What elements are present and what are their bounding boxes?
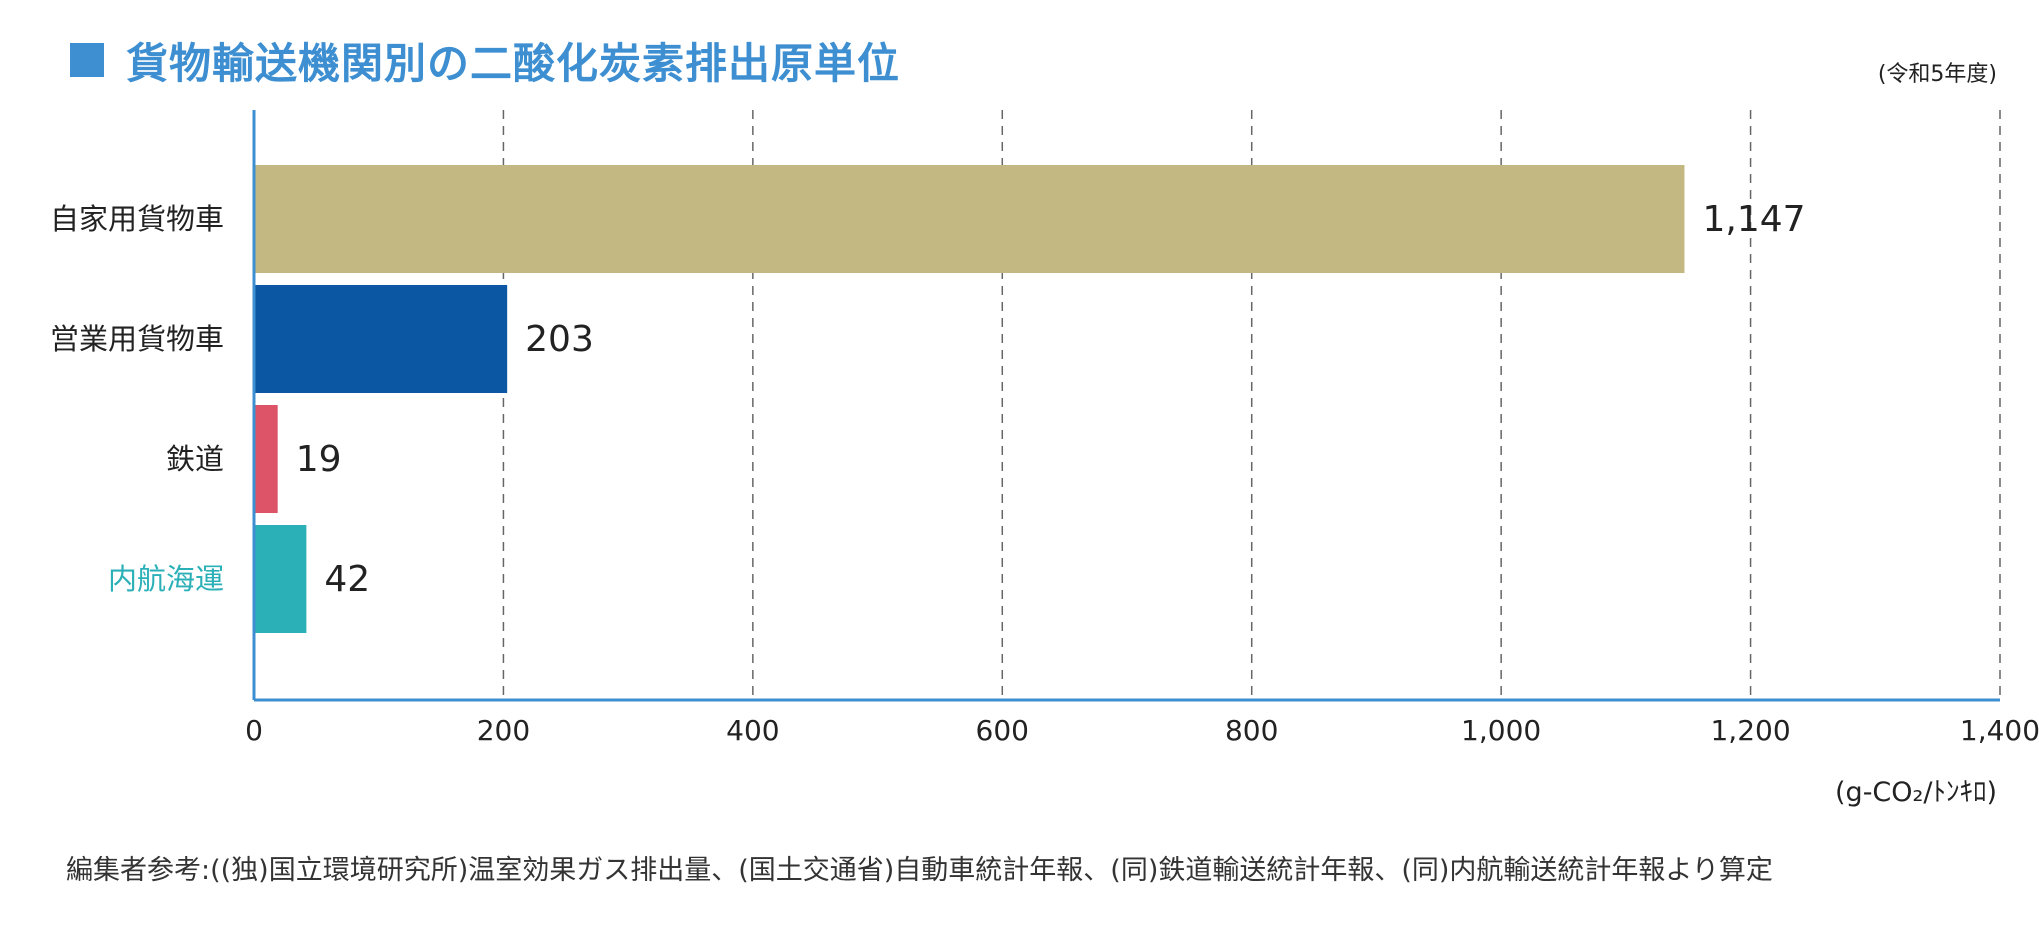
category-label: 営業用貨物車 — [50, 322, 224, 356]
source-note: 編集者参考:((独)国立環境研究所)温室効果ガス排出量、(国土交通省)自動車統計… — [66, 855, 1773, 886]
value-label: 42 — [324, 559, 370, 600]
bar-layer — [254, 165, 1685, 633]
x-tick-label: 600 — [976, 714, 1029, 747]
value-label: 19 — [296, 439, 342, 480]
value-label: 1,147 — [1702, 199, 1805, 240]
bar — [254, 405, 278, 513]
x-tick-label: 800 — [1225, 714, 1278, 747]
bar — [254, 525, 307, 633]
x-tick-label: 1,200 — [1710, 714, 1790, 747]
chart-subtitle: (令和5年度) — [1877, 62, 1997, 87]
axis-layer — [252, 110, 2000, 702]
x-tick-label: 1,000 — [1461, 714, 1541, 747]
bar — [254, 165, 1685, 273]
label-layer: 0 200 400 600 800 1,000 1,200 1,400 1,147 自家用貨物車 2… — [50, 199, 2039, 747]
x-axis-unit-label: (g-CO₂/ﾄﾝｷﾛ) — [1835, 777, 1997, 808]
x-tick-label: 400 — [726, 714, 779, 747]
title-square-icon — [70, 43, 104, 77]
chart-title: 貨物輸送機関別の二酸化炭素排出原単位 — [126, 38, 901, 88]
category-label: 鉄道 — [166, 442, 224, 476]
title-block: 貨物輸送機関別の二酸化炭素排出原単位 — [70, 30, 900, 90]
x-tick-label: 200 — [477, 714, 530, 747]
category-label: 自家用貨物車 — [50, 202, 224, 236]
value-label: 203 — [525, 319, 594, 360]
x-tick-label: 0 — [245, 714, 263, 747]
category-label: 内航海運 — [108, 562, 224, 596]
bar — [254, 285, 508, 393]
x-tick-label: 1,400 — [1960, 714, 2039, 747]
